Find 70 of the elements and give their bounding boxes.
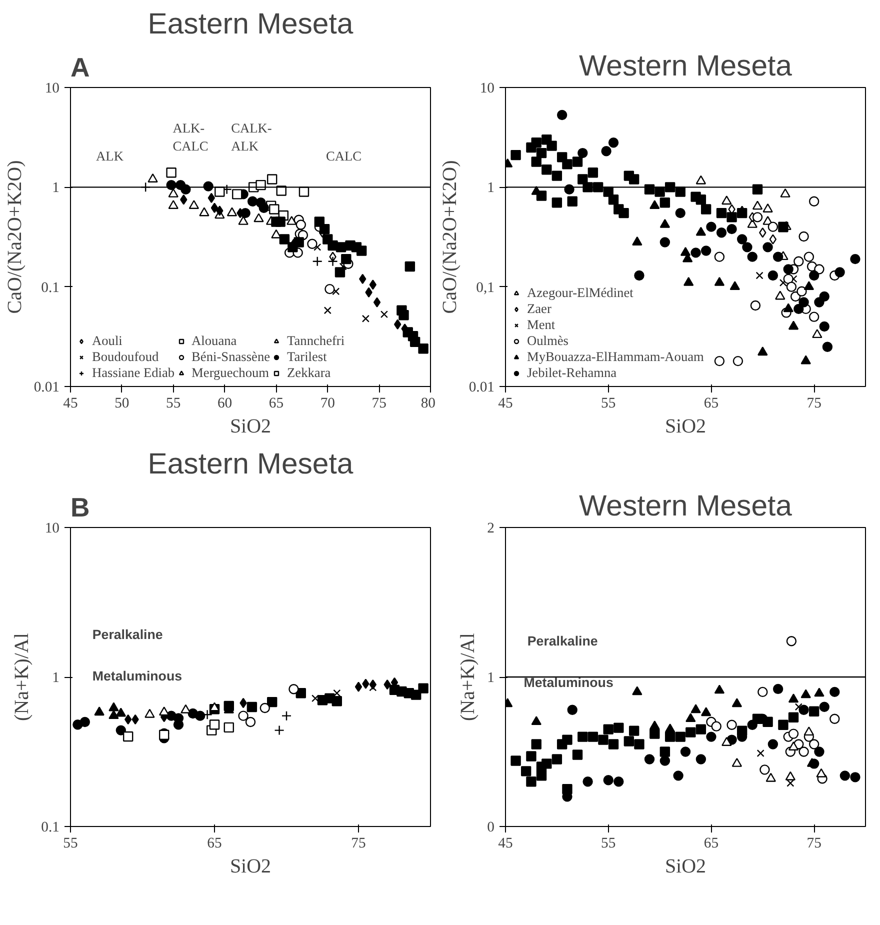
y-axis-title: CaO/(Na2O+K2O) xyxy=(438,160,461,314)
legend-label: Tannchefri xyxy=(287,333,345,349)
legend-label: Merguechoum xyxy=(192,365,270,381)
annotation: Metaluminous xyxy=(92,668,182,684)
x-tick-label: 55 xyxy=(166,396,181,412)
annotation: Metaluminous xyxy=(524,675,614,690)
y-tick-label: 0.1 xyxy=(41,820,60,836)
x-axis-title: SiO2 xyxy=(664,416,706,438)
y-axis-title: (Na+K)/Al xyxy=(11,632,34,721)
y-tick-label: 0.01 xyxy=(468,380,495,396)
x-tick-label: 65 xyxy=(207,836,222,852)
x-tick-label: 75 xyxy=(806,836,822,852)
y-tick-label: 0.1 xyxy=(41,280,60,296)
chart-title: Western Meseta xyxy=(579,490,793,522)
y-tick-label: 0 xyxy=(487,820,494,836)
annotation: ALK xyxy=(96,148,124,164)
legend-label: Hassiane Ediab xyxy=(92,365,175,381)
x-tick-label: 45 xyxy=(498,836,513,852)
x-tick-label: 75 xyxy=(372,396,386,412)
chart-title: Eastern Meseta xyxy=(148,448,354,480)
chart-title: Western Meseta xyxy=(579,50,793,82)
annotation: CALC xyxy=(326,148,362,164)
y-tick-label: 1 xyxy=(52,180,60,196)
legend-label: Zaer xyxy=(527,301,552,317)
x-tick-label: 75 xyxy=(806,396,822,412)
x-tick-label: 45 xyxy=(498,396,513,412)
x-tick-label: 55 xyxy=(601,836,616,852)
y-tick-label: 10 xyxy=(44,80,60,96)
legend-label: Tarilest xyxy=(287,349,327,365)
annotation: Peralkaline xyxy=(527,633,598,648)
legend-label: Azegour-ElMédinet xyxy=(527,285,634,301)
y-axis-title: CaO/(Na2O+K2O) xyxy=(4,160,26,314)
chart-title: Eastern Meseta xyxy=(148,8,354,40)
legend-label: Zekkara xyxy=(287,365,331,381)
x-tick-label: 65 xyxy=(268,396,284,412)
y-tick-label: 0,1 xyxy=(476,280,495,296)
y-axis-title: (Na+K)/Al xyxy=(457,632,480,721)
legend-label: Alouana xyxy=(192,333,237,349)
x-tick-label: 45 xyxy=(63,396,78,412)
y-tick-label: 0.01 xyxy=(34,380,60,396)
legend-label: Oulmès xyxy=(527,333,568,349)
legend-label: Boudoufoud xyxy=(92,349,159,365)
x-tick-label: 65 xyxy=(704,836,719,852)
annotation: CALK- ALK xyxy=(231,120,272,154)
annotation: Peralkaline xyxy=(92,627,163,642)
x-tick-label: 55 xyxy=(63,836,78,852)
x-tick-label: 50 xyxy=(114,396,130,412)
y-tick-label: 10 xyxy=(44,520,60,536)
legend-label: Jebilet-Rehamna xyxy=(527,365,617,381)
y-tick-label: 1 xyxy=(52,670,60,686)
x-axis-title: SiO2 xyxy=(230,856,272,878)
legend-label: Ment xyxy=(527,317,556,333)
legend-label: Aouli xyxy=(92,333,122,349)
x-tick-label: 55 xyxy=(601,396,616,412)
x-tick-label: 80 xyxy=(420,396,436,412)
annotation: ALK- CALC xyxy=(172,120,208,154)
legend-label: MyBouazza-ElHammam-Aouam xyxy=(527,349,704,365)
x-axis-title: SiO2 xyxy=(230,416,272,438)
text: A xyxy=(70,52,90,82)
y-tick-label: 10 xyxy=(480,80,494,96)
y-tick-label: 1 xyxy=(487,670,494,686)
legend-label: Béni-Snassène xyxy=(192,349,270,365)
y-tick-label: 1 xyxy=(487,180,494,196)
x-tick-label: 65 xyxy=(704,396,719,412)
x-tick-label: 70 xyxy=(320,396,335,412)
x-axis-title: SiO2 xyxy=(664,856,706,878)
y-tick-label: 2 xyxy=(487,520,494,536)
x-tick-label: 60 xyxy=(217,396,232,412)
x-tick-label: 75 xyxy=(351,836,366,852)
text: B xyxy=(70,492,90,522)
